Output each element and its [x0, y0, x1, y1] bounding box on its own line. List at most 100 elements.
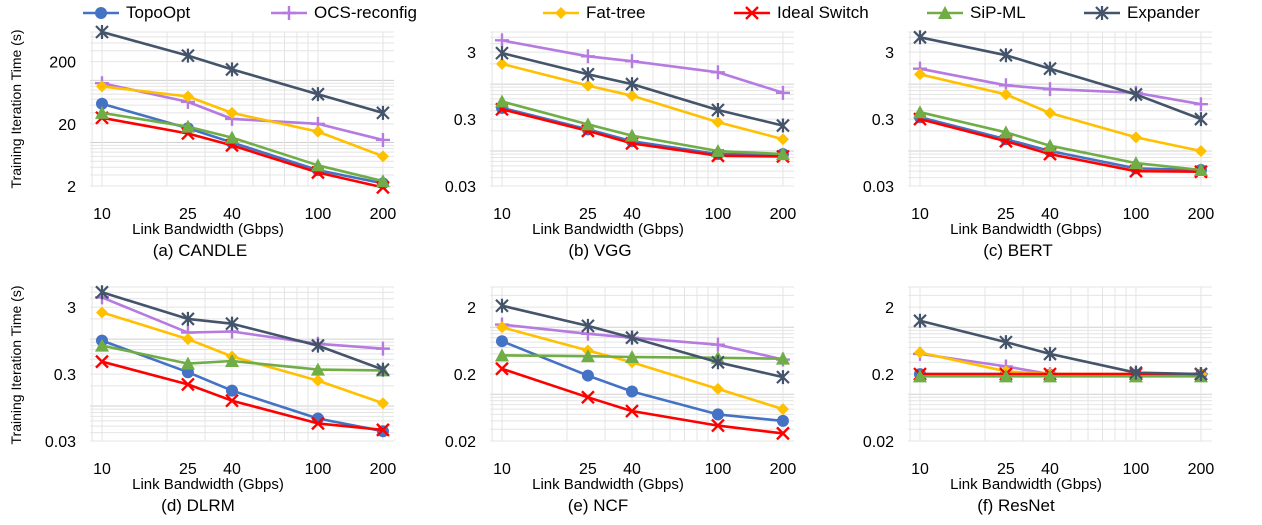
data-point-fat-tree — [581, 79, 594, 92]
legend-swatch-fat-tree — [543, 7, 579, 19]
data-point-fat-tree — [776, 403, 789, 416]
data-point-expander — [625, 77, 639, 92]
panel-caption: (a) CANDLE — [153, 241, 247, 260]
series-expander — [495, 46, 790, 133]
x-tick-label: 200 — [1188, 461, 1215, 478]
x-tick-label: 100 — [705, 206, 732, 223]
x-tick-label: 25 — [997, 206, 1015, 223]
x-tick-label: 25 — [997, 461, 1015, 478]
legend: TopoOpt OCS-reconfig Fat-tree Ideal Swit… — [0, 0, 1262, 26]
legend-label-fat-tree: Fat-tree — [586, 3, 646, 22]
data-point-ocs-reconfig — [375, 341, 390, 356]
data-point-sip-ml — [225, 354, 240, 368]
series-ocs-reconfig — [494, 33, 790, 100]
data-point-topoopt — [581, 369, 594, 382]
data-point-ideal-switch — [625, 404, 639, 418]
data-point-ideal-switch — [376, 423, 390, 437]
x-axis-label: Link Bandwidth (Gbps) — [132, 476, 284, 493]
x-tick-label: 10 — [911, 461, 929, 478]
panel-caption: (e) NCF — [568, 496, 628, 515]
legend-swatch-topoopt — [83, 7, 119, 19]
legend-item-expander: Expander — [1083, 2, 1200, 24]
data-point-fat-tree — [495, 57, 508, 70]
panel-caption: (b) VGG — [568, 241, 631, 260]
data-point-sip-ml — [494, 348, 509, 362]
gridlines — [90, 31, 394, 187]
x-tick-label: 25 — [579, 206, 597, 223]
series-expander — [913, 30, 1208, 127]
series-expander — [495, 298, 790, 385]
panel-dlrm: 0.03 0.3 3 10 25 40 100 200 Link Bandwidth (Gbps… — [45, 285, 397, 515]
data-point-topoopt — [495, 335, 508, 348]
y-tick-label: 0.2 — [872, 367, 894, 384]
data-point-expander — [913, 313, 927, 328]
data-point-expander — [311, 87, 325, 102]
data-point-fat-tree — [226, 106, 239, 119]
y-tick-label: 3 — [67, 300, 76, 317]
x-tick-label: 10 — [93, 206, 111, 223]
series-sip-ml — [912, 369, 1208, 383]
x-tick-label: 200 — [370, 206, 397, 223]
gridlines — [908, 286, 1212, 442]
x-tick-label: 40 — [623, 461, 641, 478]
series-ideal-switch — [95, 354, 390, 437]
x-tick-label: 40 — [223, 206, 241, 223]
data-point-ideal-switch — [181, 377, 195, 392]
data-point-ideal-switch — [95, 354, 109, 369]
series-fat-tree — [913, 68, 1207, 158]
legend-item-ideal-switch: Ideal Switch — [733, 2, 869, 24]
data-point-sip-ml — [998, 125, 1013, 139]
legend-label-ideal-switch: Ideal Switch — [777, 3, 869, 22]
x-tick-label: 100 — [1123, 461, 1150, 478]
x-tick-label: 40 — [1041, 206, 1059, 223]
x-tick-label: 100 — [1123, 206, 1150, 223]
data-point-expander — [225, 316, 239, 331]
data-point-ocs-reconfig — [625, 54, 640, 69]
data-point-fat-tree — [1194, 145, 1207, 158]
data-point-expander — [95, 25, 109, 39]
panel-ncf: 0.02 0.2 2 10 25 40 100 200 Link Bandwidth (Gbps… — [445, 286, 796, 515]
data-point-expander — [311, 338, 325, 353]
series-line-expander — [919, 36, 1202, 121]
panel-bert: 0.03 0.3 3 10 25 40 100 200 Link Bandwidth (Gbps… — [863, 30, 1214, 260]
data-point-ideal-switch — [311, 416, 325, 431]
y-tick-label: 200 — [49, 55, 76, 72]
data-point-expander — [376, 362, 390, 377]
data-point-expander — [1129, 365, 1143, 380]
x-tick-label: 10 — [493, 206, 511, 223]
legend-marker-expander — [1095, 6, 1109, 20]
panel-vgg: 0.03 0.3 3 10 25 40 100 200 Link Bandwidth (Gbps… — [445, 31, 796, 260]
x-tick-label: 10 — [911, 206, 929, 223]
legend-marker-sip-ml — [938, 6, 952, 19]
legend-label-ocs-reconfig: OCS-reconfig — [314, 3, 417, 22]
data-point-topoopt — [711, 408, 724, 421]
data-point-topoopt — [226, 384, 239, 397]
series-sip-ml — [912, 105, 1208, 177]
y-tick-label: 3 — [467, 45, 476, 62]
data-point-fat-tree — [626, 89, 639, 102]
series-expander — [95, 25, 390, 120]
x-tick-label: 25 — [179, 206, 197, 223]
data-point-fat-tree — [495, 321, 508, 334]
data-point-expander — [776, 118, 790, 133]
legend-swatch-ocs-reconfig — [271, 6, 307, 20]
series-sip-ml — [94, 105, 390, 188]
data-point-sip-ml — [1043, 369, 1058, 383]
data-point-fat-tree — [1044, 106, 1057, 119]
legend-label-topoopt: TopoOpt — [126, 3, 191, 22]
legend-marker-ocs-reconfig — [282, 6, 296, 20]
data-point-expander — [581, 318, 595, 333]
data-point-sip-ml — [912, 369, 927, 383]
legend-marker-ideal-switch — [745, 6, 759, 20]
data-point-expander — [225, 62, 239, 77]
data-point-fat-tree — [376, 150, 389, 163]
x-tick-label: 100 — [305, 461, 332, 478]
data-point-ideal-switch — [495, 361, 509, 376]
data-point-ocs-reconfig — [1193, 97, 1208, 112]
data-point-expander — [913, 30, 927, 45]
x-tick-label: 200 — [370, 461, 397, 478]
x-tick-label: 100 — [705, 461, 732, 478]
data-point-ocs-reconfig — [494, 33, 509, 48]
data-point-fat-tree — [999, 88, 1012, 101]
